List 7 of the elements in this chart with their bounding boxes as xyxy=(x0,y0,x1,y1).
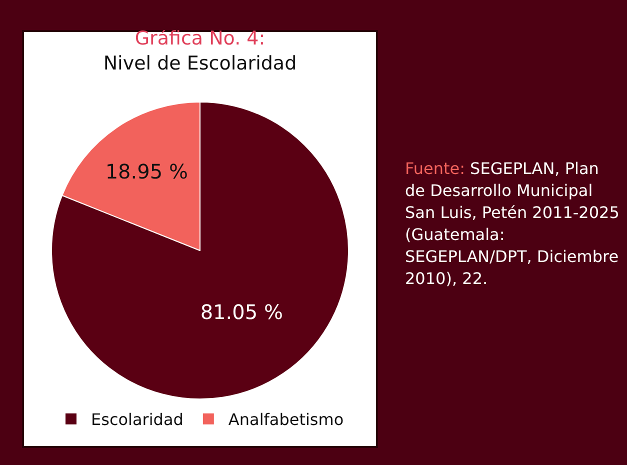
legend-label: Analfabetismo xyxy=(228,410,344,430)
chart-subtitle: Nivel de Escolaridad xyxy=(103,52,297,74)
data-label: 81.05 % xyxy=(200,300,283,324)
legend-label: Escolaridad xyxy=(91,410,184,430)
pie-slice xyxy=(51,102,349,400)
data-label: 18.95 % xyxy=(105,160,188,184)
source-note: Fuente: SEGEPLAN, Plan de Desarrollo Municipal San Luis, Petén 2011-2025 (Guatemala: SEGEPLAN/DPT, Diciembre 2010), 22. xyxy=(405,159,620,288)
